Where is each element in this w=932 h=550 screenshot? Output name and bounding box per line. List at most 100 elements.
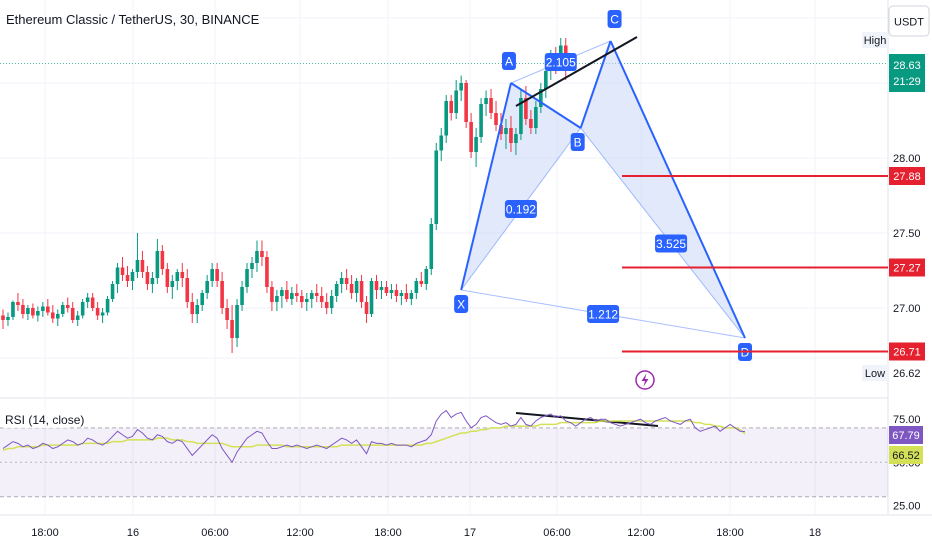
price-tick: 27.50 (893, 228, 921, 240)
ratio-label: 3.525 (656, 237, 686, 251)
candle-body (165, 269, 170, 287)
target-value: 26.71 (893, 347, 921, 359)
triangle-bcd (580, 41, 746, 338)
price-axis[interactable]: 28.00 27.50 27.00 (893, 153, 921, 315)
candle-body (444, 101, 449, 136)
candle-body (120, 267, 125, 275)
candle-body (324, 302, 329, 308)
candle-body (265, 257, 269, 287)
lightning-icon[interactable] (635, 370, 655, 390)
point-label-b: B (574, 136, 582, 150)
candle-body (155, 251, 160, 278)
candle-body (125, 275, 130, 281)
time-tick: 18 (809, 527, 821, 539)
time-tick: 16 (127, 527, 139, 539)
candle-body (240, 287, 244, 305)
price-trend-line[interactable] (515, 36, 638, 107)
candle-body (285, 290, 289, 299)
candle-body (90, 297, 95, 308)
ratio-label-box (504, 200, 537, 218)
candle-body (275, 296, 279, 302)
candle-body (230, 320, 234, 338)
candle-body (130, 272, 135, 281)
price-tick: 27.00 (893, 303, 921, 315)
candle-body (70, 308, 75, 320)
point-label-a-box (501, 52, 516, 70)
time-tick: 06:00 (543, 527, 571, 539)
high-label: High (862, 32, 888, 48)
candle-body (85, 297, 90, 302)
candle-body (140, 260, 145, 272)
candle-body (419, 281, 424, 284)
candle-body (364, 302, 369, 314)
harmonic-pattern-fill (461, 41, 746, 338)
time-axis[interactable]: 18:00 16 06:00 12:00 18:00 17 06:00 12:00 18:00 1… (31, 527, 821, 539)
ratio-label: 1.212 (588, 308, 618, 322)
rsi-panel-title[interactable]: RSI (14, close) (2, 410, 84, 428)
candle-body (329, 296, 334, 308)
candle-body (304, 299, 309, 302)
candle-body (319, 296, 324, 302)
candle-body (36, 311, 40, 316)
svg-text:Low: Low (865, 368, 885, 380)
time-tick: 18:00 (374, 527, 402, 539)
candle-body (314, 293, 319, 296)
candle-body (280, 290, 284, 296)
candle-body (539, 89, 543, 107)
candle-body (16, 302, 20, 305)
ratio-label: 2.105 (546, 56, 576, 70)
triangle-xab (461, 83, 581, 290)
candle-body (359, 281, 364, 302)
candle-body (519, 98, 523, 134)
candle-body (544, 71, 548, 89)
candle-body (469, 122, 473, 152)
time-tick: 12:00 (286, 527, 314, 539)
candle-body (394, 290, 399, 296)
target-value: 27.27 (893, 263, 921, 275)
candle-body (424, 269, 429, 284)
candle-body (80, 302, 85, 316)
candle-body (46, 306, 50, 313)
candle-body (339, 278, 344, 284)
candle-body (409, 293, 414, 299)
rsi-divergence-line[interactable] (515, 412, 659, 427)
candle-body (11, 302, 15, 317)
candle-body (21, 305, 25, 314)
currency-label: USDT (894, 17, 924, 29)
candle-body (105, 299, 110, 313)
chart-title: Ethereum Classic / TetherUS, 30, BINANCE (6, 12, 260, 27)
candle-body (514, 134, 518, 143)
candle-body (260, 251, 264, 257)
candle-body (100, 312, 105, 316)
candle-body (454, 90, 458, 113)
point-label-a: A (505, 55, 513, 69)
candle-body (439, 135, 444, 151)
diag-bd (580, 127, 746, 339)
rsi-tick: 75.00 (893, 414, 921, 426)
candle-body (235, 305, 239, 338)
leg-xa (460, 82, 512, 291)
candle-body (205, 281, 209, 293)
candle-body (150, 278, 155, 284)
rsi-ma-value-badge: 66.52 (889, 446, 923, 464)
target-value: 27.88 (893, 171, 921, 183)
candle-body (220, 281, 224, 308)
candle-countdown: 21:29 (893, 76, 921, 88)
candle-body (135, 260, 140, 272)
candle-body (270, 287, 274, 302)
point-label-c-box (607, 10, 622, 28)
point-label-x-box (454, 295, 469, 313)
svg-text:High: High (864, 35, 887, 47)
currency-button[interactable]: USDT (888, 5, 930, 37)
target-levels[interactable]: 27.88 27.27 26.71 (622, 167, 925, 361)
low-label: Low 26.62 (862, 365, 921, 381)
rsi-line (2, 409, 746, 464)
candle-body (195, 305, 200, 314)
ratio-label-box (544, 53, 577, 71)
time-tick: 17 (464, 527, 476, 539)
leg-cd (609, 40, 746, 339)
candle-body (250, 263, 254, 269)
candle-body (349, 284, 354, 293)
ratio-label-box (655, 234, 688, 253)
